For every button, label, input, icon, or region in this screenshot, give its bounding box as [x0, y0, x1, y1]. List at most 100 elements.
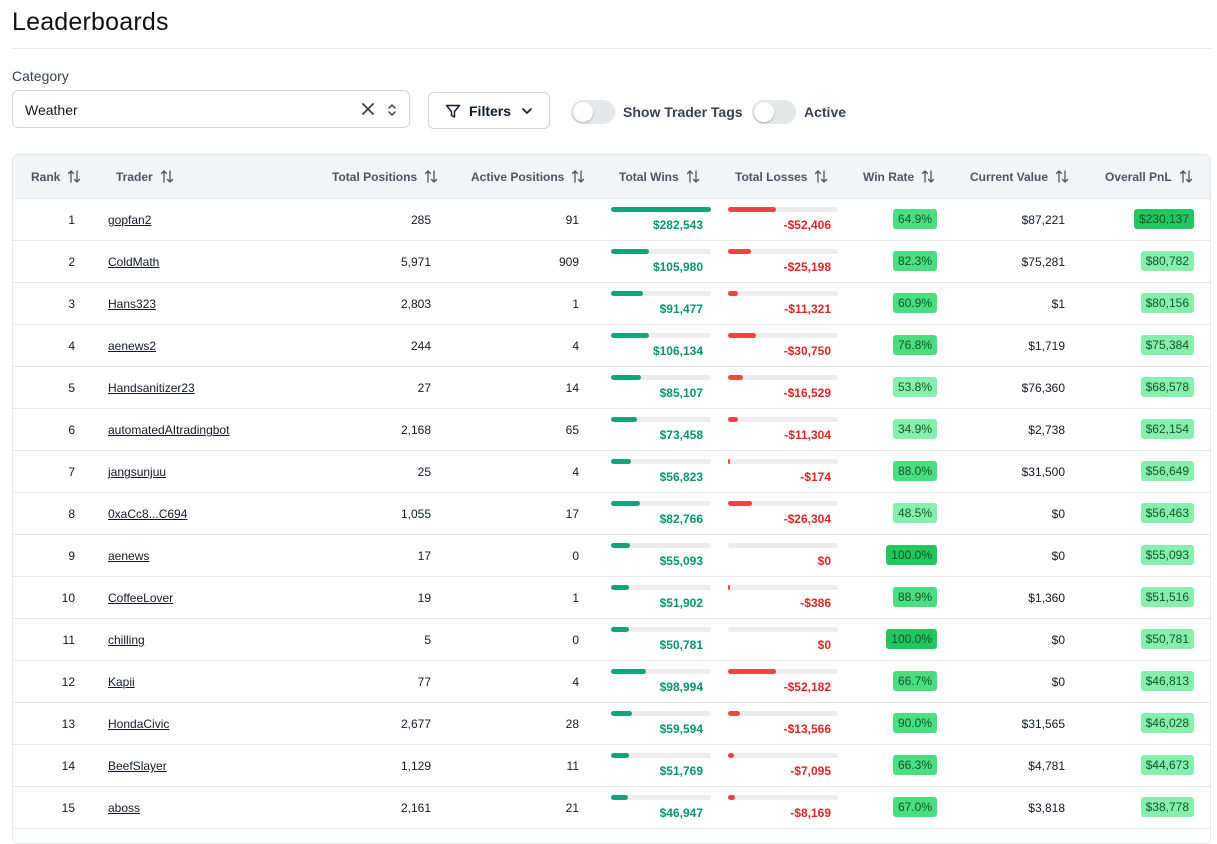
overall-pnl-badge: $62,154 — [1140, 419, 1194, 439]
leaderboard-table: Rank Trader Total Positions Active Posit… — [12, 154, 1211, 844]
trader-link[interactable]: 0xaCc8...C694 — [108, 507, 188, 521]
clear-icon[interactable] — [361, 102, 375, 116]
losses-bar — [728, 207, 838, 212]
active-toggle[interactable] — [752, 100, 796, 124]
rank-cell: 7 — [68, 465, 75, 479]
wins-bar — [611, 711, 711, 716]
table-row: 8 0xaCc8...C694 1,055 17 $82,766 -$26,304 48.5… — [13, 493, 1210, 535]
trader-link[interactable]: ColdMath — [108, 255, 160, 269]
show-trader-tags-label: Show Trader Tags — [623, 104, 743, 120]
trader-link[interactable]: Hans323 — [108, 297, 157, 311]
active-positions-cell: 91 — [565, 213, 579, 227]
losses-bar-fill — [728, 291, 738, 296]
win-rate-badge: 100.0% — [886, 545, 937, 565]
wins-bar — [611, 291, 711, 296]
column-header-rank[interactable]: Rank — [31, 170, 81, 184]
wins-bar — [611, 669, 711, 674]
trader-link[interactable]: aenews — [108, 549, 150, 563]
trader-link[interactable]: Kapii — [108, 675, 135, 689]
trader-link[interactable]: automatedAItradingbot — [108, 423, 230, 437]
overall-pnl-badge: $68,578 — [1140, 377, 1194, 397]
total-wins-value: $56,823 — [659, 470, 703, 484]
total-positions-cell: 19 — [417, 591, 431, 605]
wins-bar — [611, 627, 711, 632]
table-row: 15 aboss 2,161 21 $46,947 -$8,169 67.0% $3,818 $… — [13, 787, 1210, 829]
sort-icon — [572, 170, 585, 183]
wins-bar-fill — [611, 627, 629, 632]
wins-bar-fill — [611, 795, 628, 800]
losses-bar — [728, 585, 838, 590]
trader-link[interactable]: chilling — [108, 633, 145, 647]
column-header-active-positions[interactable]: Active Positions — [471, 170, 585, 184]
trader-link[interactable]: jangsunjuu — [108, 465, 167, 479]
total-wins-value: $50,781 — [659, 638, 703, 652]
losses-bar — [728, 417, 838, 422]
overall-pnl-badge: $46,813 — [1140, 671, 1194, 691]
losses-bar — [728, 501, 838, 506]
wins-bar — [611, 249, 711, 254]
category-label: Category — [12, 68, 69, 84]
chevron-down-icon — [522, 108, 532, 114]
losses-bar-fill — [728, 669, 776, 674]
total-positions-cell: 285 — [410, 213, 431, 227]
overall-pnl-badge: $230,137 — [1133, 209, 1194, 229]
wins-bar — [611, 753, 711, 758]
filters-button[interactable]: Filters — [428, 92, 550, 129]
page-title: Leaderboards — [12, 8, 169, 36]
active-positions-cell: 65 — [565, 423, 579, 437]
current-value-cell: $1,719 — [1028, 339, 1065, 353]
current-value-cell: $0 — [1051, 675, 1065, 689]
column-header-total-losses[interactable]: Total Losses — [735, 170, 828, 184]
column-header-current-value[interactable]: Current Value — [970, 170, 1069, 184]
category-select[interactable]: Weather — [12, 90, 410, 128]
column-header-win-rate[interactable]: Win Rate — [863, 170, 935, 184]
losses-bar — [728, 459, 838, 464]
losses-bar-fill — [728, 711, 740, 716]
table-row: 7 jangsunjuu 25 4 $56,823 -$174 88.0% $31,500 $5… — [13, 451, 1210, 493]
wins-bar — [611, 585, 711, 590]
losses-bar — [728, 669, 838, 674]
rank-cell: 9 — [68, 549, 75, 563]
current-value-cell: $1,360 — [1028, 591, 1065, 605]
trader-link[interactable]: gopfan2 — [108, 213, 152, 227]
total-losses-value: -$174 — [800, 470, 831, 484]
table-row: 13 HondaCivic 2,677 28 $59,594 -$13,566 90.0% $… — [13, 703, 1210, 745]
current-value-cell: $87,221 — [1021, 213, 1065, 227]
active-positions-cell: 11 — [566, 759, 579, 773]
column-header-overall-pnl[interactable]: Overall PnL — [1105, 170, 1193, 184]
trader-link[interactable]: Handsanitizer23 — [108, 381, 195, 395]
category-value: Weather — [25, 102, 78, 118]
chevron-up-down-icon — [388, 104, 396, 116]
trader-link[interactable]: aboss — [108, 801, 141, 815]
toggle-knob — [754, 102, 774, 122]
active-positions-cell: 17 — [565, 507, 579, 521]
show-trader-tags-toggle[interactable] — [571, 100, 615, 124]
losses-bar-fill — [728, 459, 730, 464]
current-value-cell: $76,360 — [1021, 381, 1065, 395]
total-positions-cell: 5 — [424, 633, 431, 647]
column-header-trader[interactable]: Trader — [116, 170, 174, 184]
total-losses-value: -$16,529 — [783, 386, 831, 400]
current-value-cell: $31,500 — [1021, 465, 1065, 479]
active-positions-cell: 1 — [572, 591, 579, 605]
trader-link[interactable]: CoffeeLover — [108, 591, 174, 605]
column-header-total-positions[interactable]: Total Positions — [332, 170, 438, 184]
table-row: 10 CoffeeLover 19 1 $51,902 -$386 88.9% $1,360 $… — [13, 577, 1210, 619]
losses-bar-fill — [728, 375, 743, 380]
overall-pnl-badge: $38,778 — [1140, 797, 1194, 817]
active-positions-cell: 28 — [565, 717, 579, 731]
total-wins-value: $73,458 — [659, 428, 703, 442]
rank-cell: 14 — [61, 759, 75, 773]
trader-link[interactable]: aenews2 — [108, 339, 157, 353]
total-losses-value: -$8,169 — [790, 806, 831, 820]
trader-link[interactable]: HondaCivic — [108, 717, 170, 731]
column-header-total-wins[interactable]: Total Wins — [619, 170, 700, 184]
rank-cell: 3 — [68, 297, 75, 311]
sort-icon — [1179, 170, 1192, 183]
trader-link[interactable]: BeefSlayer — [108, 759, 167, 773]
win-rate-badge: 88.9% — [892, 587, 937, 607]
wins-bar-fill — [611, 501, 640, 506]
sort-icon — [160, 170, 173, 183]
total-wins-value: $51,769 — [659, 764, 703, 778]
wins-bar-fill — [611, 291, 643, 296]
